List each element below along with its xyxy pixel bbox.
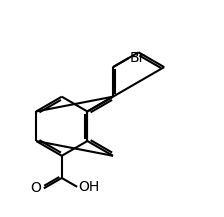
Text: O: O — [31, 181, 41, 195]
Text: Br: Br — [130, 51, 145, 65]
Text: OH: OH — [79, 180, 100, 194]
